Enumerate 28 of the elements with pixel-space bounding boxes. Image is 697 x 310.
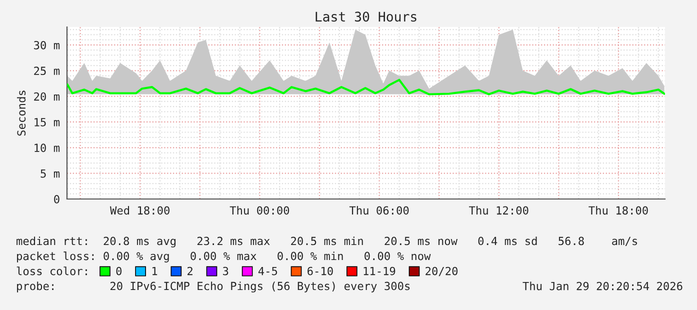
line-series	[67, 78, 665, 96]
legend-label: 6-10	[308, 266, 333, 276]
legend-label: 20/20	[426, 266, 458, 276]
chart-title: Last 30 Hours	[316, 12, 416, 22]
y-tick-label: 30 m	[34, 40, 60, 50]
text: median rtt: 20.8 ms avg 23.2 ms max 20.5 ms min 20.5 ms now 0.4 ms sd 56.8 am/s	[16, 236, 638, 248]
legend-label: 3	[223, 266, 228, 276]
text: packet loss: 0.00 % avg 0.00 % max 0.00 % min 0.00 % now	[17, 252, 431, 262]
text: probe: 20 IPv6-ICMP Echo Pings (56 Bytes) every 300s	[17, 282, 410, 292]
y-tick-label: 25 m	[34, 66, 60, 76]
y-tick-label: 20 m	[34, 92, 60, 101]
x-tick-label: Wed 18:00	[110, 206, 170, 215]
x-tick-label: Thu 06:00	[349, 206, 409, 215]
legend-label: 0	[116, 266, 122, 276]
x-tick-label: Thu 00:00	[230, 206, 290, 215]
legend-label: 11-19	[364, 266, 396, 276]
text: Thu Jan 29 20:20:54 2026	[522, 282, 682, 290]
legend-label: 1	[152, 266, 158, 276]
legend-label: 2	[188, 266, 192, 276]
y-tick-label: 15 m	[34, 118, 60, 126]
x-tick-label: Thu 12:00	[469, 206, 528, 215]
legend-label: 4-5	[258, 266, 278, 276]
y-tick-label: 10 m	[34, 144, 60, 152]
x-tick-label: Thu 18:00	[588, 206, 648, 215]
y-tick-label: 5 m	[40, 169, 60, 178]
y-axis-title: Seconds	[16, 90, 26, 136]
legend-title: loss color:	[16, 266, 87, 276]
y-tick-label: 0	[54, 195, 60, 204]
